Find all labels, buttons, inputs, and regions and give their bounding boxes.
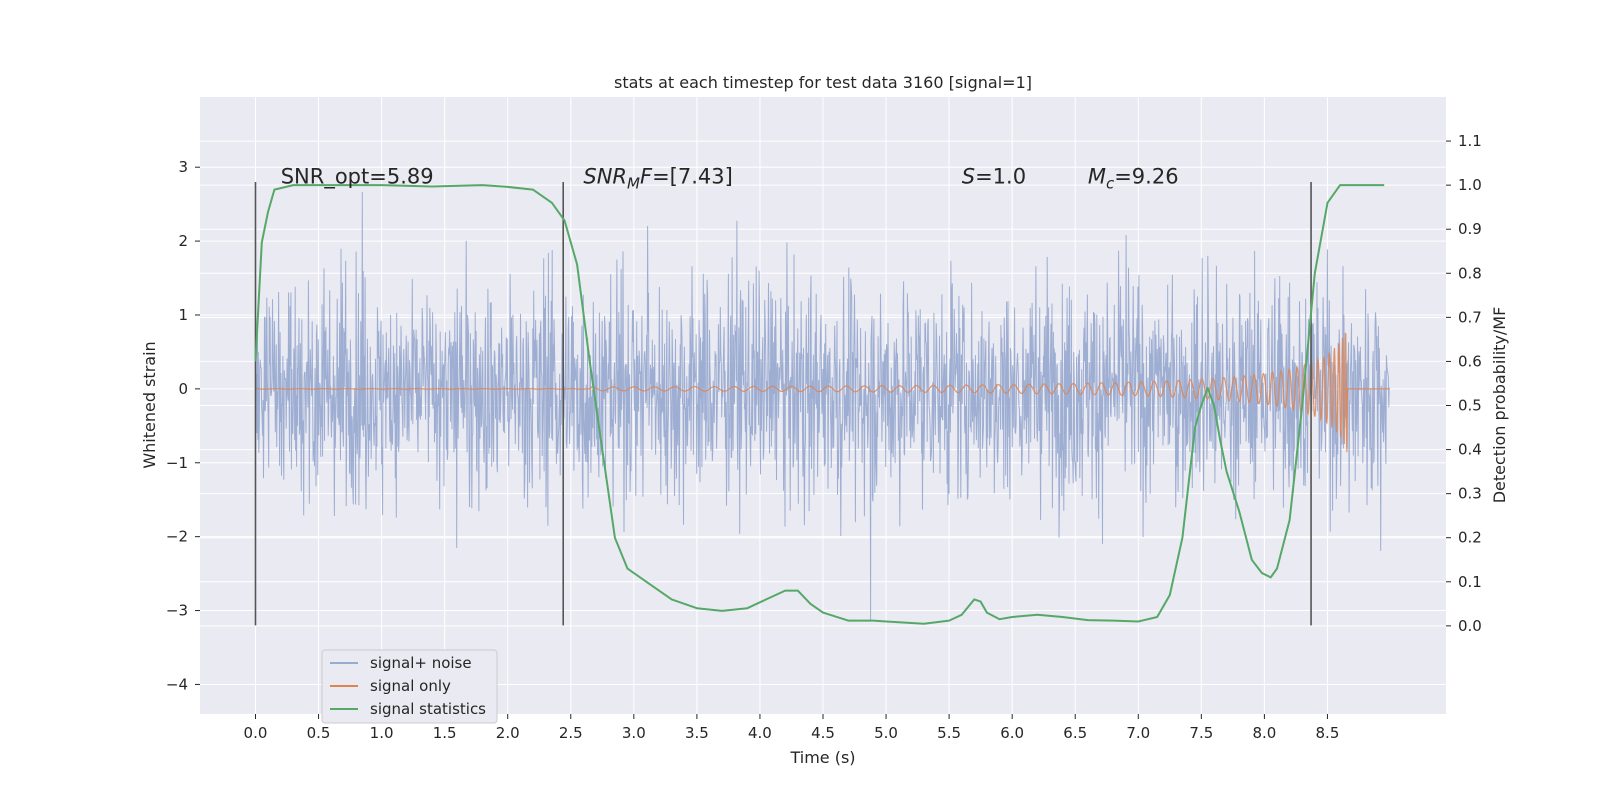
y2-axis-ticks: 1.1 1.0 0.9 0.8 0.7 0.6 0.5 0.4 0.3 0.2 0.1 0.0 — [1446, 132, 1482, 635]
x-tick-label: 1.5 — [433, 724, 457, 742]
signal-trace — [255, 332, 1390, 453]
segment-lines — [254, 181, 1312, 626]
x-tick-label: 6.0 — [1000, 724, 1024, 742]
x-tick-label: 2.0 — [496, 724, 520, 742]
y2-tick-label: 0.2 — [1458, 529, 1482, 547]
y2-tick-label: 0.1 — [1458, 573, 1482, 591]
x-tick-label: 8.0 — [1252, 724, 1276, 742]
x-tick-label: 5.5 — [937, 724, 961, 742]
y2-tick-label: 0.5 — [1458, 397, 1482, 415]
legend-label-signal-only: signal only — [370, 677, 451, 695]
legend: signal+ noise signal only signal statist… — [321, 649, 498, 724]
x-tick-label: 1.0 — [370, 724, 394, 742]
y-tick-label: 2 — [178, 232, 188, 250]
y-axis-label: Whitened strain — [140, 341, 159, 468]
y2-tick-label: 0.6 — [1458, 352, 1482, 370]
legend-label-signal-statistics: signal statistics — [370, 700, 486, 718]
y2-axis-label: Detection probability/MF — [1490, 307, 1509, 504]
y2-tick-label: 1.1 — [1458, 132, 1482, 150]
x-tick-label: 7.0 — [1126, 724, 1150, 742]
y2-tick-label: 0.3 — [1458, 485, 1482, 503]
annotation-s-value: S=1.0 — [962, 164, 1026, 188]
x-tick-label: 3.0 — [622, 724, 646, 742]
y2-tick-label: 0.8 — [1458, 264, 1482, 282]
y-tick-label: −4 — [166, 675, 188, 693]
x-tick-label: 8.5 — [1316, 724, 1340, 742]
y-axis-ticks: 3 2 1 0 −1 −2 −3 −4 — [166, 158, 200, 693]
chart-title: stats at each timestep for test data 316… — [614, 73, 1032, 92]
y2-tick-label: 0.4 — [1458, 441, 1482, 459]
y-tick-label: 3 — [178, 158, 188, 176]
annotations: SNR_opt=5.89 SNRMF=[7.43] S=1.0 Mc=9.26 — [281, 164, 1179, 192]
series-signal-only — [255, 332, 1390, 453]
x-tick-label: 3.5 — [685, 724, 709, 742]
legend-box — [321, 649, 498, 724]
stat-trace — [254, 184, 1385, 625]
annotation-mc-value: Mc=9.26 — [1088, 164, 1179, 192]
annotation-snr-mf: SNRMF=[7.43] — [583, 164, 732, 192]
x-tick-label: 2.5 — [559, 724, 583, 742]
y-tick-label: 0 — [178, 380, 188, 398]
y2-tick-label: 0.7 — [1458, 308, 1482, 326]
x-axis-ticks: 0.0 0.5 1.0 1.5 2.0 2.5 3.0 3.5 4.0 4.5 5.0 5.5 6.0 6… — [244, 714, 1340, 742]
x-tick-label: 4.5 — [811, 724, 835, 742]
x-tick-label: 0.5 — [307, 724, 331, 742]
x-tick-label: 7.5 — [1189, 724, 1213, 742]
y-tick-label: −1 — [166, 454, 188, 472]
x-axis-label: Time (s) — [789, 748, 855, 767]
x-tick-label: 6.5 — [1063, 724, 1087, 742]
y-tick-label: −2 — [166, 528, 188, 546]
series-signal-statistics — [254, 184, 1385, 625]
y2-tick-label: 0.0 — [1458, 617, 1482, 635]
legend-label-signal-plus-noise: signal+ noise — [370, 654, 472, 672]
y2-tick-label: 1.0 — [1458, 176, 1482, 194]
y2-tick-label: 0.9 — [1458, 220, 1482, 238]
x-tick-label: 0.0 — [244, 724, 268, 742]
x-tick-label: 5.0 — [874, 724, 898, 742]
x-tick-label: 4.0 — [748, 724, 772, 742]
y-tick-label: 1 — [178, 306, 188, 324]
annotation-snr-opt: SNR_opt=5.89 — [281, 164, 434, 189]
y-tick-label: −3 — [166, 602, 188, 620]
